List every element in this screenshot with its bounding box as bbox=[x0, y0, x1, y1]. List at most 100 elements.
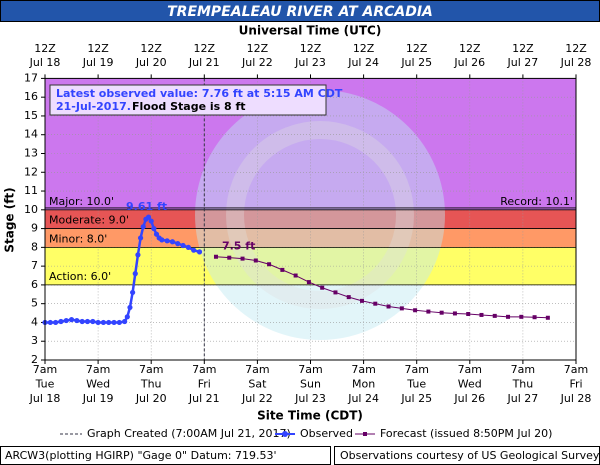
flood-label: Major: 10.0' bbox=[49, 195, 114, 208]
observed-point bbox=[47, 319, 53, 326]
x-tick-label: Fri bbox=[569, 378, 582, 391]
y-tick-label: 3 bbox=[31, 334, 38, 347]
observed-point bbox=[127, 304, 133, 311]
record-label: Record: 10.1' bbox=[500, 195, 573, 208]
x-tick-label: Jul 21 bbox=[188, 392, 220, 405]
forecast-point bbox=[306, 280, 311, 285]
x-tick-label: 7am bbox=[351, 363, 375, 376]
observed-point bbox=[68, 317, 75, 323]
info-observed: Latest observed value: 7.76 ft at 5:15 A… bbox=[56, 87, 343, 100]
observed-point bbox=[151, 225, 157, 232]
legend-label: Forecast (issued 8:50PM Jul 20) bbox=[380, 427, 552, 440]
x-tick-label: Jul 25 bbox=[400, 392, 432, 405]
x-tick-label: Jul 27 bbox=[507, 392, 539, 405]
forecast-point bbox=[253, 258, 258, 263]
x2-tick-label: Jul 25 bbox=[400, 56, 432, 69]
observed-point bbox=[74, 317, 80, 324]
x-tick-label: Jul 23 bbox=[294, 392, 326, 405]
footer-left: ARCW3(plotting HGIRP) "Gage 0" Datum: 71… bbox=[5, 449, 277, 462]
x-tick-label: 7am bbox=[86, 363, 110, 376]
x-tick-label: Jul 26 bbox=[453, 392, 485, 405]
footer-right: Observations courtesy of US Geological S… bbox=[340, 449, 600, 462]
x2-tick-label: 12Z bbox=[512, 42, 534, 55]
x-tick-label: Jul 18 bbox=[29, 392, 61, 405]
forecast-point bbox=[506, 314, 511, 319]
x-tick-label: Tue bbox=[35, 378, 55, 391]
observed-point bbox=[180, 242, 186, 249]
observed-point bbox=[58, 318, 64, 325]
forecast-point bbox=[346, 295, 351, 300]
x2-tick-label: 12Z bbox=[459, 42, 481, 55]
observed-point bbox=[124, 314, 130, 320]
plot-area: Major: 10.0' Moderate: 9.0' Minor: 8.0' Act… bbox=[41, 74, 577, 364]
legend-swatch bbox=[282, 431, 288, 437]
forecast-point bbox=[426, 309, 431, 314]
observed-point bbox=[164, 238, 170, 244]
x-tick-label: 7am bbox=[298, 363, 322, 376]
forecast-point bbox=[532, 315, 537, 320]
x2-tick-label: 12Z bbox=[194, 42, 216, 55]
observed-point bbox=[116, 319, 122, 326]
x2-tick-label: Jul 27 bbox=[507, 56, 539, 69]
legend: Graph Created (7:00AM Jul 21, 2017) Obse… bbox=[60, 427, 552, 440]
x-tick-label: 7am bbox=[139, 363, 163, 376]
observed-point bbox=[169, 239, 176, 245]
x-tick-label: 7am bbox=[33, 363, 57, 376]
x2-tick-label: 12Z bbox=[140, 42, 162, 55]
observed-point bbox=[135, 252, 141, 258]
x2-tick-label: Jul 21 bbox=[188, 56, 220, 69]
y-tick-label: 4 bbox=[31, 315, 38, 328]
observed-point bbox=[122, 318, 128, 325]
x-tick-label: Jul 24 bbox=[347, 392, 379, 405]
forecast-point bbox=[320, 285, 325, 290]
y-tick-label: 13 bbox=[24, 146, 38, 159]
y-tick-label: 15 bbox=[24, 109, 38, 122]
forecast-point bbox=[373, 301, 378, 306]
x2-tick-label: 12Z bbox=[300, 42, 322, 55]
x-tick-label: Sat bbox=[248, 378, 267, 391]
y-tick-label: 17 bbox=[24, 71, 38, 84]
forecast-point bbox=[360, 298, 365, 303]
x2-tick-label: Jul 20 bbox=[135, 56, 167, 69]
y-tick-label: 14 bbox=[24, 128, 38, 141]
observed-point bbox=[84, 318, 91, 325]
x2-tick-label: 12Z bbox=[87, 42, 109, 55]
x-tick-label: Fri bbox=[198, 378, 211, 391]
legend-label: Graph Created (7:00AM Jul 21, 2017) bbox=[87, 427, 291, 440]
forecast-point bbox=[267, 262, 272, 267]
forecast-point bbox=[439, 310, 444, 315]
x-tick-label: Wed bbox=[458, 378, 482, 391]
flood-label: Action: 6.0' bbox=[49, 270, 111, 283]
y-tick-label: 10 bbox=[24, 203, 38, 216]
x-tick-label: Sun bbox=[300, 378, 321, 391]
observed-point bbox=[90, 318, 96, 325]
observed-point bbox=[111, 319, 117, 326]
observed-point bbox=[153, 231, 160, 237]
series-line bbox=[215, 256, 548, 319]
forecast-point bbox=[466, 312, 471, 317]
x2-tick-label: Jul 26 bbox=[453, 56, 485, 69]
observed-point bbox=[63, 317, 69, 324]
forecast-point bbox=[399, 306, 404, 311]
watermark bbox=[226, 121, 414, 309]
x2-tick-label: Jul 28 bbox=[560, 56, 592, 69]
observed-point bbox=[148, 218, 154, 224]
forecast-point bbox=[519, 314, 524, 319]
x-tick-label: Jul 28 bbox=[560, 392, 592, 405]
observed-point bbox=[95, 319, 101, 326]
flood-label: Minor: 8.0' bbox=[49, 232, 107, 245]
info-flood-stage: Flood Stage is 8 ft bbox=[132, 100, 246, 113]
plot-border bbox=[44, 77, 577, 361]
forecast-point bbox=[545, 315, 550, 320]
observed-point bbox=[196, 249, 203, 255]
x2-tick-label: Jul 24 bbox=[347, 56, 379, 69]
y-axis-title: Stage (ft) bbox=[3, 187, 17, 252]
observed-point bbox=[175, 241, 181, 247]
observed-point bbox=[79, 318, 85, 325]
top-axis-title: Universal Time (UTC) bbox=[239, 24, 382, 38]
y-tick-label: 7 bbox=[31, 259, 38, 272]
legend-swatch bbox=[363, 432, 367, 436]
x2-tick-label: 12Z bbox=[406, 42, 428, 55]
forecast-point bbox=[452, 311, 457, 316]
forecast-point bbox=[280, 267, 285, 272]
